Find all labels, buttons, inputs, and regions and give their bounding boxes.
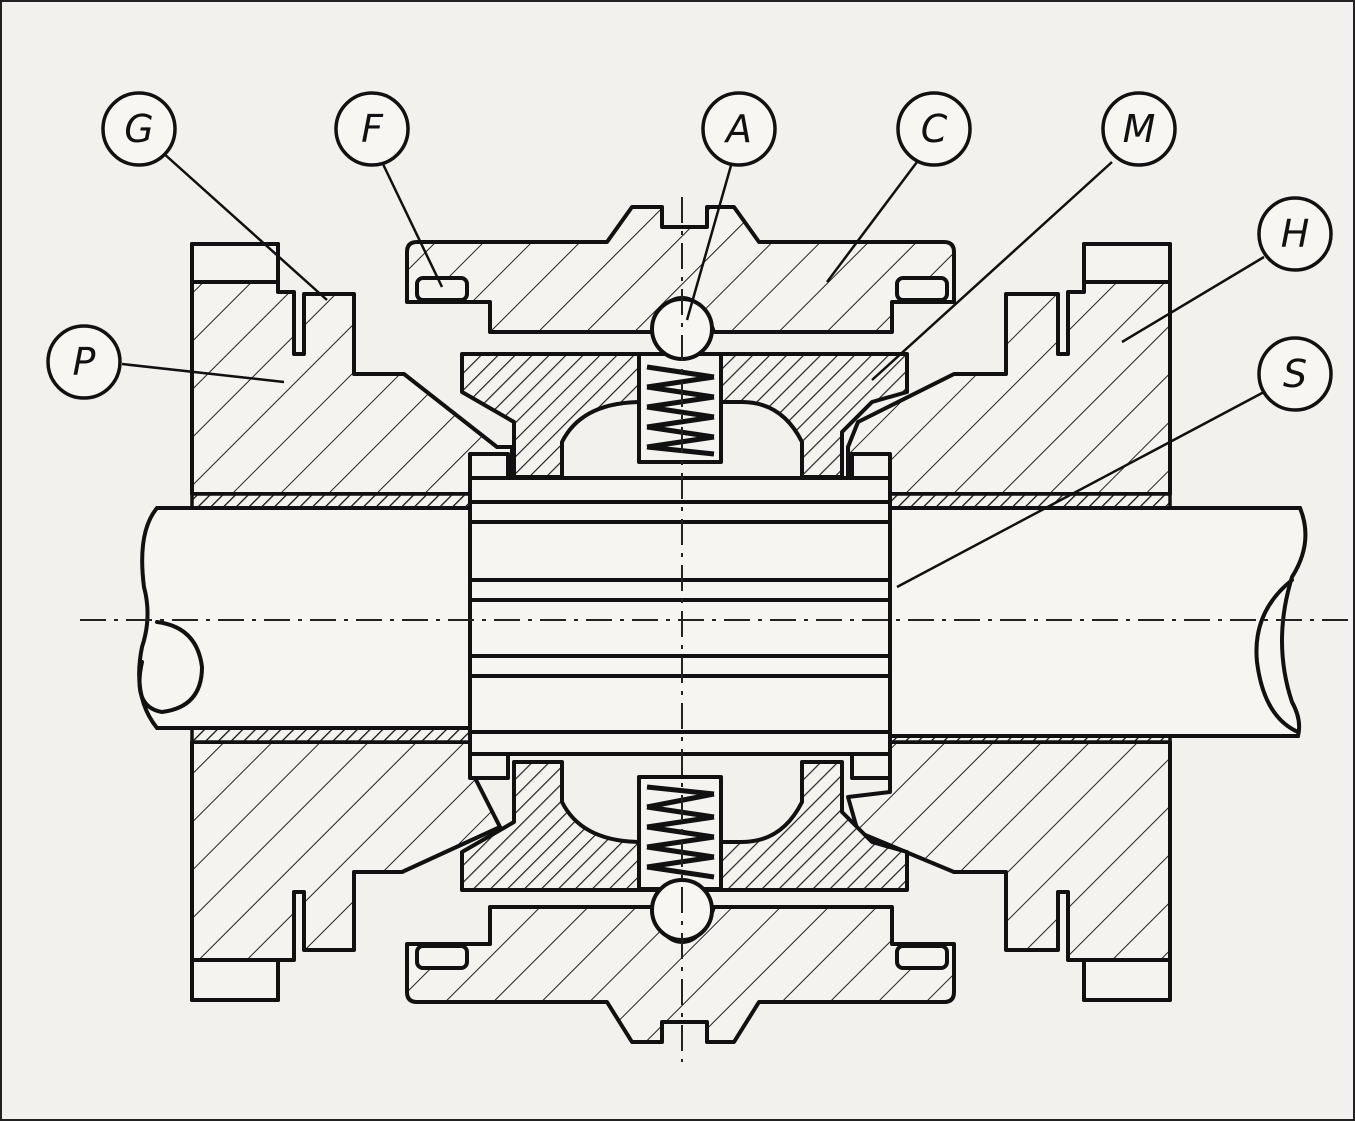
member-m-lower [460, 760, 909, 892]
leader-a [685, 161, 734, 321]
collar-c-lower-pocket-right [895, 944, 949, 970]
shaft-right [890, 506, 1308, 738]
flange-p-upper-slot [190, 242, 280, 284]
collar-c-lower-pocket-left [415, 944, 469, 970]
collar-c-upper-pocket-right [895, 276, 949, 302]
flange-h-lower-slot [1082, 958, 1172, 1002]
spring-lower [646, 784, 715, 880]
callout-p: P [46, 324, 122, 400]
leader-f [380, 161, 444, 288]
leader-s [896, 390, 1265, 589]
callout-p-text: P [73, 340, 96, 384]
bush-right-upper [888, 492, 1172, 510]
shaft-left-break [137, 620, 204, 714]
leader-h [1121, 255, 1265, 344]
callout-a-text: A [723, 107, 752, 151]
collar-c-upper-pocket-left [415, 276, 469, 302]
callout-s-text: S [1283, 352, 1307, 396]
bush-left-upper [190, 492, 472, 510]
callout-c: C [896, 91, 972, 167]
leader-m [871, 161, 1113, 381]
splined-hub-s [468, 452, 892, 780]
callout-g: G [101, 91, 177, 167]
callout-a: A [701, 91, 777, 167]
callout-g-text: G [124, 107, 153, 151]
spring-upper [646, 364, 715, 457]
callout-h: H [1257, 196, 1333, 272]
leader-p [121, 362, 285, 384]
callout-f-text: F [361, 107, 384, 151]
callout-h-text: H [1281, 212, 1310, 256]
callout-m: M [1101, 91, 1177, 167]
shaft-left [137, 506, 470, 730]
callout-c-text: C [921, 107, 948, 151]
leader-c [826, 161, 918, 283]
callout-f: F [334, 91, 410, 167]
callout-m-text: M [1123, 107, 1156, 151]
flange-p-lower-slot [190, 958, 280, 1002]
leader-g [161, 151, 328, 301]
callout-s: S [1257, 336, 1333, 412]
flange-h-upper-slot [1082, 242, 1172, 284]
shaft-right-break [1254, 578, 1300, 734]
bush-left-lower [190, 726, 472, 744]
